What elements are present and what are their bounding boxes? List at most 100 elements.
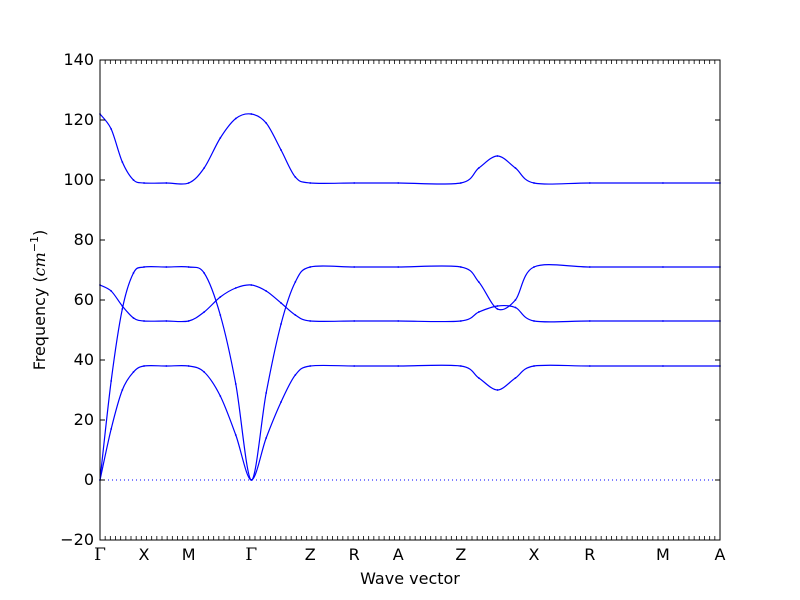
x-tick-label: M (656, 545, 670, 564)
band-point (143, 365, 145, 367)
band-point (459, 182, 462, 184)
band-point (234, 117, 237, 120)
band-line-2 (99, 264, 720, 481)
y-axis-title-main: Frequency ( (30, 276, 49, 370)
band-point (397, 266, 400, 268)
band-point (353, 365, 356, 367)
band-point (187, 182, 190, 184)
x-tick-label: A (715, 545, 726, 564)
band-point (121, 308, 124, 310)
band-point (265, 122, 268, 124)
band-point (265, 437, 268, 439)
band-point (250, 479, 253, 481)
band-point (132, 179, 135, 181)
x-tick-label: Z (455, 545, 466, 564)
x-tick-label: R (584, 545, 595, 564)
band-point (477, 311, 480, 313)
x-tick-label: Z (305, 545, 316, 564)
band-point (121, 389, 124, 391)
band-point (496, 389, 499, 391)
band-point (234, 434, 237, 436)
band-point (110, 128, 113, 130)
x-tick-label: R (349, 545, 360, 564)
y-axis: −20 0 20 40 60 80 100 120 140 (60, 50, 720, 549)
band-point (309, 320, 312, 322)
band-point (662, 365, 664, 367)
y-tick-label: 60 (74, 290, 94, 309)
band-point (143, 266, 145, 268)
band-point (514, 377, 517, 379)
band-point (203, 371, 206, 373)
band-point (203, 167, 206, 169)
band-point (533, 320, 535, 322)
band-point (203, 311, 206, 313)
band-point (203, 272, 206, 274)
y-axis-title-close: ) (30, 230, 49, 236)
band-point (219, 296, 222, 298)
band-point (294, 374, 297, 376)
band-point (165, 182, 168, 184)
band-point (477, 167, 480, 169)
band-point (588, 266, 591, 268)
band-point (353, 320, 356, 322)
band-point (459, 320, 462, 322)
band-point (309, 182, 312, 184)
y-tick-label: 80 (74, 230, 94, 249)
band-point (533, 365, 535, 367)
y-tick-label: 40 (74, 350, 94, 369)
band-point (459, 365, 462, 367)
band-point (110, 380, 113, 382)
band-point (132, 317, 135, 319)
band-point (353, 182, 356, 184)
band-point (514, 306, 517, 309)
band-point (397, 182, 400, 184)
band-point (110, 290, 113, 292)
band-point (265, 392, 268, 394)
band-point (496, 155, 499, 157)
y-tick-label: 100 (63, 170, 94, 189)
plot-frame (99, 59, 721, 541)
band-point (294, 281, 297, 283)
band-point (121, 161, 124, 163)
band-point (496, 305, 499, 307)
band-point (165, 320, 168, 322)
band-point (219, 395, 222, 397)
band-point (477, 377, 480, 379)
y-axis-title-unit: cm (30, 252, 49, 276)
band-point (588, 182, 591, 184)
band-line-4 (99, 364, 720, 481)
band-point (477, 281, 480, 283)
band-point (496, 308, 499, 310)
band-point (143, 182, 145, 184)
band-point (250, 284, 253, 286)
band-point (397, 365, 400, 367)
band-point (662, 266, 664, 268)
y-tick-label: 140 (63, 50, 94, 69)
band-point (234, 287, 237, 289)
band-point (165, 266, 168, 268)
band-point (662, 320, 664, 322)
band-point (514, 299, 517, 301)
band-point (187, 365, 190, 367)
band-point (187, 320, 190, 322)
band-line-1 (99, 113, 720, 185)
band-point (588, 365, 591, 367)
x-tick-label: A (393, 545, 404, 564)
band-point (533, 266, 535, 268)
x-tick-label: Γ (245, 545, 257, 565)
x-tick-label: X (139, 545, 150, 564)
band-point (280, 401, 282, 403)
band-point (187, 266, 190, 268)
band-point (294, 314, 297, 316)
band-point (309, 266, 312, 268)
y-tick-label: 120 (63, 110, 94, 129)
x-axis-title: Wave vector (360, 569, 460, 588)
band-point (280, 323, 282, 325)
band-point (265, 290, 268, 292)
y-axis-title: Frequency (cm−1) (28, 230, 49, 371)
band-point (397, 320, 400, 322)
band-point (165, 365, 168, 367)
band-point (219, 314, 222, 316)
